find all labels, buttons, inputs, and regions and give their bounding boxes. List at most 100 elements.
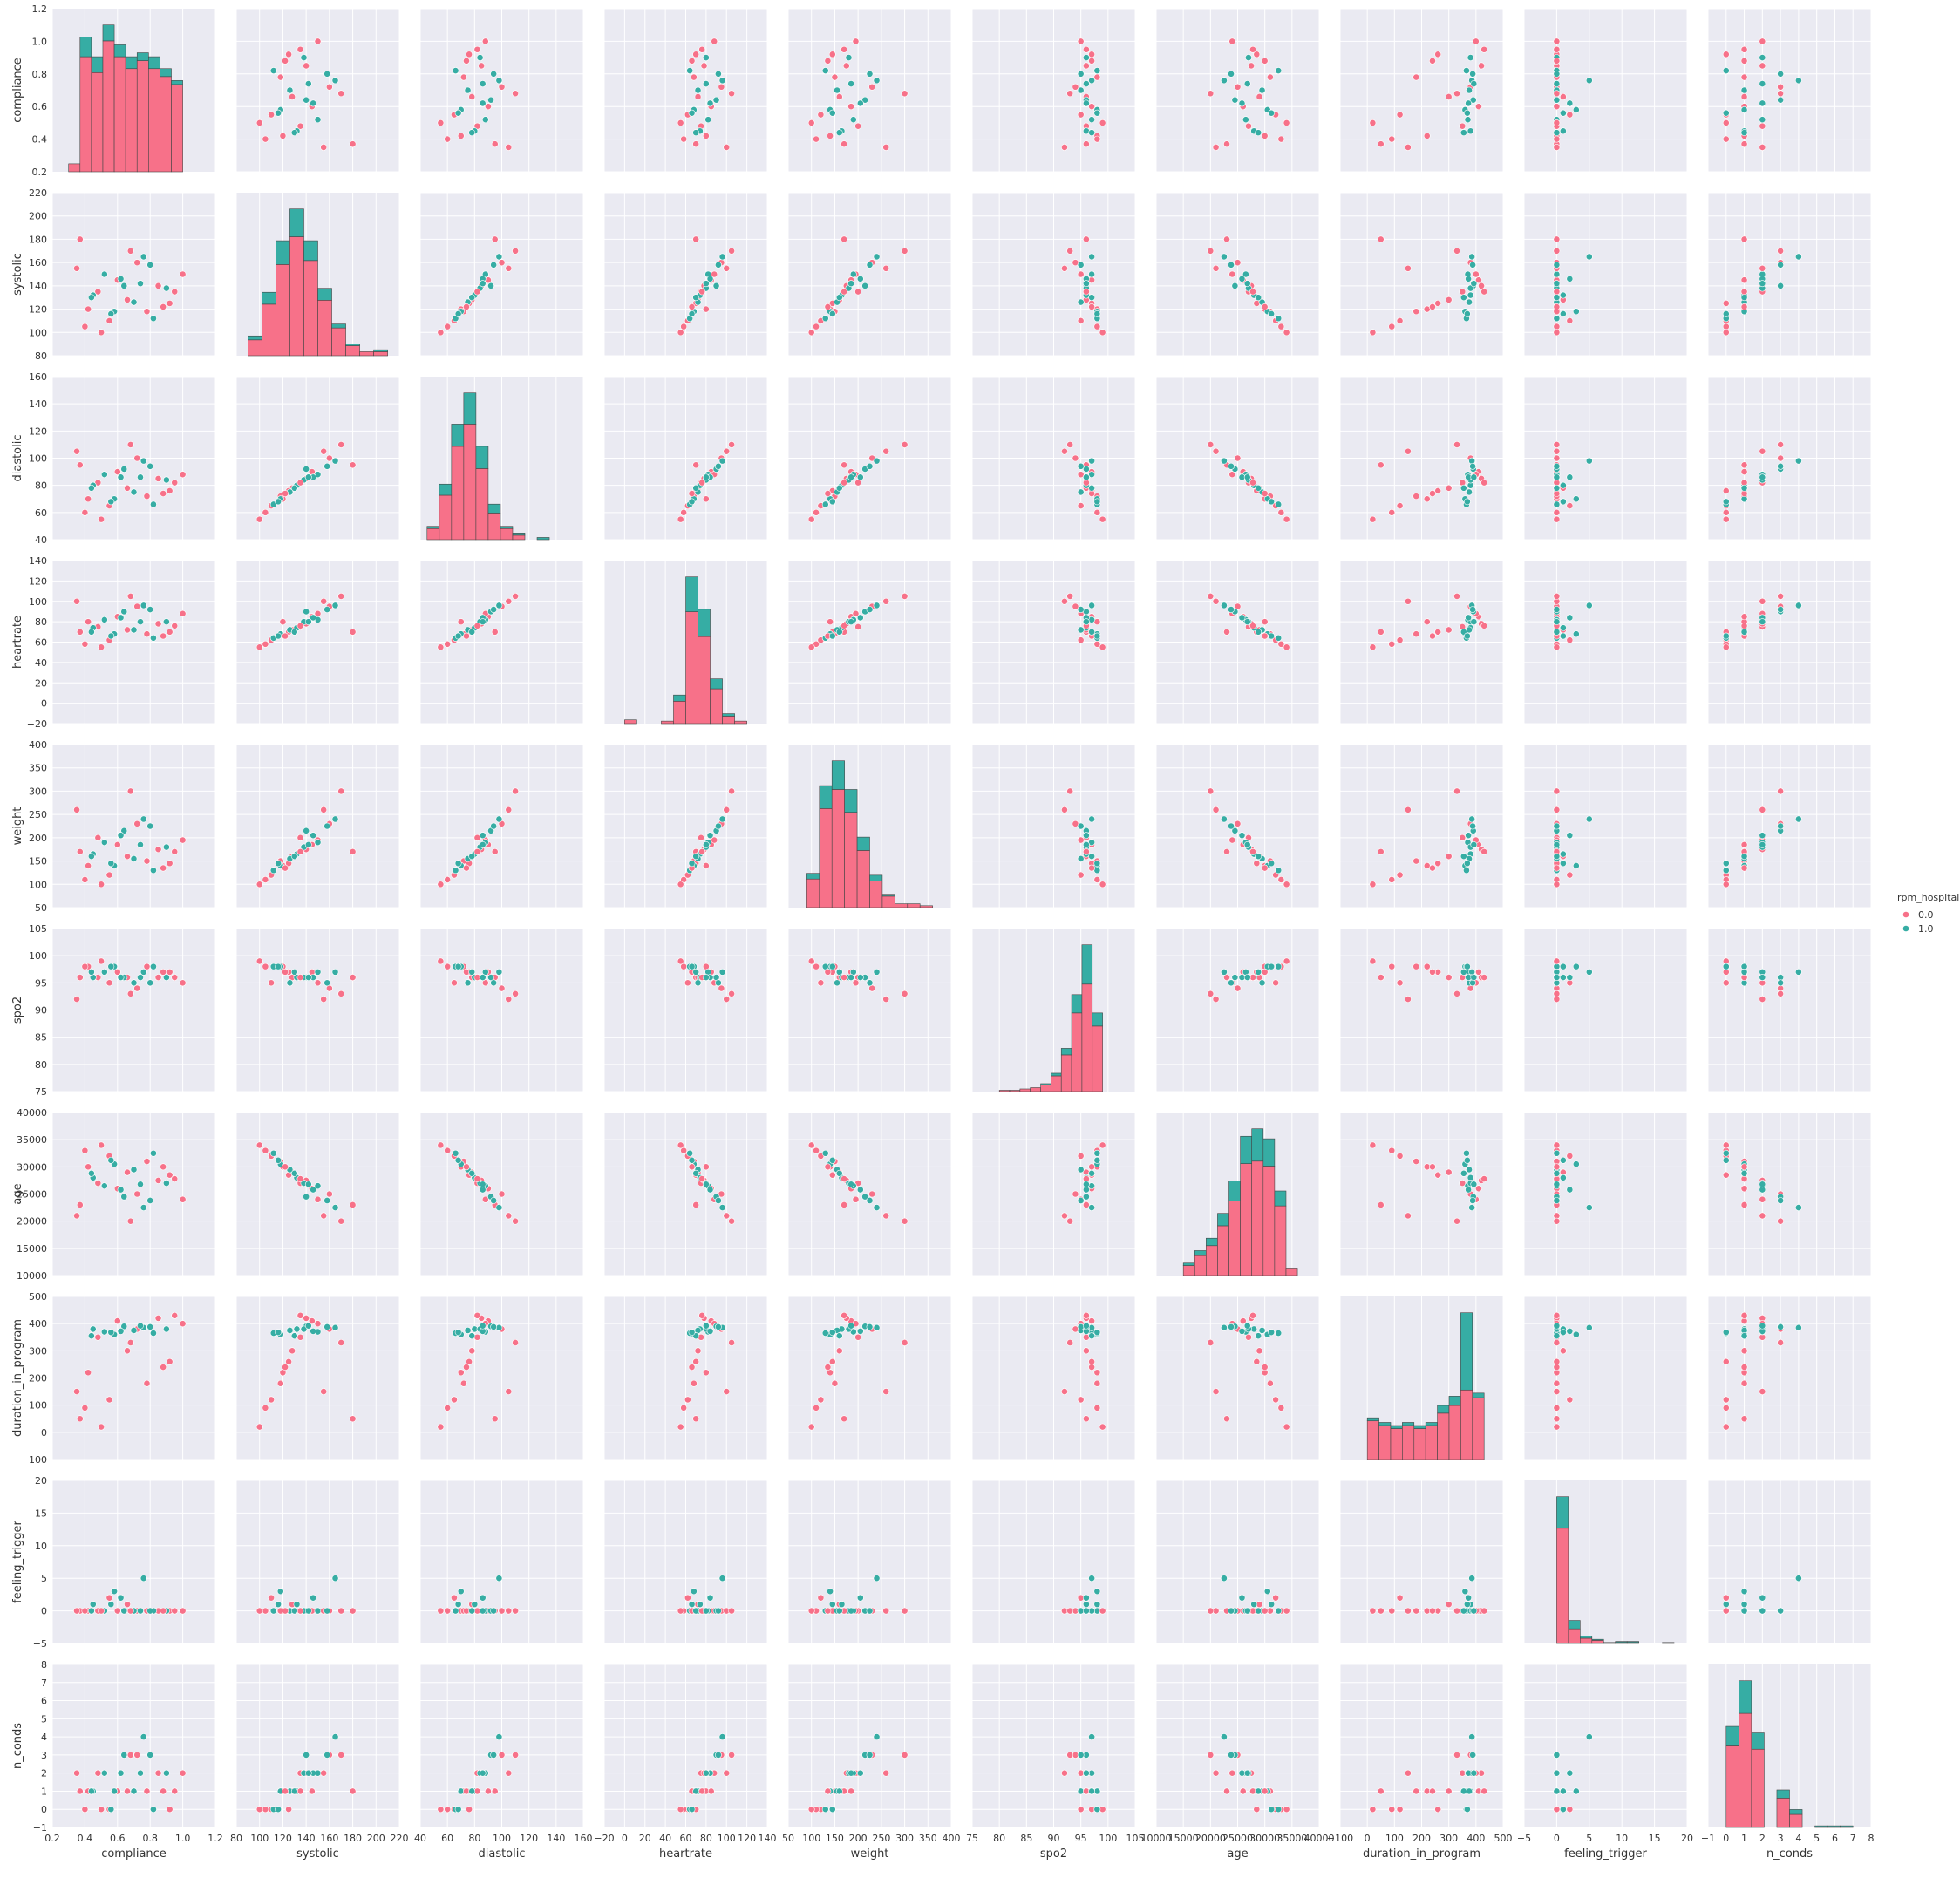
scatter-point bbox=[282, 1607, 289, 1615]
histogram-bar-class0 bbox=[869, 881, 883, 908]
scatter-point bbox=[1077, 636, 1085, 644]
scatter-point bbox=[150, 315, 157, 323]
scatter-point bbox=[320, 1769, 328, 1777]
y-tick-label: 200 bbox=[29, 211, 47, 222]
scatter-point bbox=[290, 1169, 298, 1177]
scatter-point bbox=[337, 1217, 345, 1225]
scatter-point bbox=[300, 54, 308, 61]
scatter-point bbox=[262, 876, 269, 883]
scatter-point bbox=[100, 1769, 108, 1777]
scatter-point bbox=[296, 1175, 304, 1182]
y-tick-label: 85 bbox=[35, 1032, 47, 1044]
scatter-point bbox=[1405, 447, 1412, 455]
scatter-point bbox=[1585, 1733, 1593, 1741]
scatter-point bbox=[1722, 1423, 1730, 1431]
scatter-point bbox=[692, 484, 700, 492]
scatter-point bbox=[702, 305, 710, 313]
scatter-point bbox=[828, 632, 836, 640]
scatter-point bbox=[692, 461, 700, 469]
scatter-point bbox=[1469, 462, 1476, 470]
scatter-point bbox=[495, 602, 503, 609]
scatter-point bbox=[296, 1311, 304, 1319]
scatter-point bbox=[310, 1594, 317, 1602]
scatter-point bbox=[286, 979, 294, 987]
scatter-point bbox=[873, 1204, 881, 1211]
scatter-point bbox=[85, 495, 92, 503]
x-axis-label: n_conds bbox=[1766, 1847, 1813, 1861]
scatter-point bbox=[1553, 323, 1561, 330]
y-tick-label: 0 bbox=[41, 1606, 47, 1617]
scatter-point bbox=[1083, 1181, 1090, 1188]
scatter-point bbox=[1083, 1601, 1090, 1609]
scatter-point bbox=[1553, 1415, 1561, 1423]
scatter-point bbox=[140, 253, 147, 261]
scatter-point bbox=[1099, 643, 1106, 651]
scatter-point bbox=[901, 990, 909, 997]
scatter-point bbox=[817, 1594, 825, 1602]
scatter-point bbox=[1453, 247, 1460, 255]
scatter-point bbox=[1231, 974, 1239, 981]
y-axis-label: diastolic bbox=[11, 434, 24, 481]
scatter-point bbox=[1480, 1175, 1488, 1182]
scatter-point bbox=[512, 1607, 519, 1615]
scatter-point bbox=[437, 329, 445, 337]
scatter-point bbox=[840, 1415, 848, 1423]
scatter-point bbox=[98, 1607, 105, 1615]
scatter-point bbox=[1277, 323, 1285, 330]
scatter-point bbox=[1077, 462, 1085, 470]
scatter-point bbox=[1777, 441, 1785, 448]
scatter-point bbox=[1463, 1156, 1471, 1164]
scatter-point bbox=[1077, 471, 1085, 479]
scatter-point bbox=[677, 1806, 684, 1813]
scatter-point bbox=[166, 487, 174, 494]
scatter-point bbox=[1465, 99, 1473, 107]
scatter-point bbox=[100, 1182, 108, 1190]
scatter-point bbox=[1472, 270, 1480, 278]
scatter-point bbox=[688, 1601, 696, 1609]
scatter-point bbox=[847, 473, 855, 481]
panel-background bbox=[52, 1480, 215, 1643]
histogram-bar-class0 bbox=[1390, 1428, 1403, 1460]
scatter-point bbox=[677, 119, 684, 126]
y-axis-label: age bbox=[11, 1183, 24, 1204]
scatter-point bbox=[320, 996, 328, 1003]
scatter-point bbox=[694, 93, 702, 100]
legend-title: rpm_hospitalized bbox=[1897, 892, 1960, 903]
scatter-point bbox=[105, 317, 113, 324]
scatter-point bbox=[282, 1787, 289, 1795]
x-tick-label: 25000 bbox=[1222, 1833, 1253, 1844]
scatter-point bbox=[73, 1607, 80, 1615]
scatter-point bbox=[120, 827, 128, 834]
y-axis-label: systolic bbox=[11, 253, 24, 296]
scatter-point bbox=[1072, 454, 1079, 462]
histogram-bar-class0 bbox=[919, 905, 933, 908]
scatter-point bbox=[1553, 129, 1561, 137]
scatter-point bbox=[1759, 974, 1766, 981]
scatter-point bbox=[1466, 298, 1473, 306]
scatter-point bbox=[1221, 602, 1228, 609]
scatter-point bbox=[824, 968, 832, 976]
scatter-point bbox=[1088, 1169, 1096, 1177]
y-tick-label: 100 bbox=[29, 327, 47, 338]
scatter-point bbox=[1429, 1607, 1436, 1615]
scatter-point bbox=[512, 1751, 519, 1759]
scatter-point bbox=[303, 62, 310, 70]
histogram-bar-class1 bbox=[806, 873, 820, 880]
scatter-point bbox=[490, 1751, 498, 1759]
scatter-point bbox=[107, 1601, 115, 1609]
histogram-bar-class0 bbox=[1030, 1087, 1041, 1092]
scatter-point bbox=[1243, 974, 1251, 981]
scatter-point bbox=[314, 1320, 322, 1328]
scatter-point bbox=[512, 90, 519, 98]
scatter-point bbox=[1243, 1322, 1251, 1330]
scatter-point bbox=[296, 974, 304, 981]
scatter-point bbox=[143, 630, 151, 638]
scatter-point bbox=[1470, 1181, 1478, 1188]
scatter-point bbox=[698, 1175, 706, 1182]
scatter-point bbox=[1212, 447, 1220, 455]
scatter-point bbox=[454, 632, 462, 640]
scatter-point bbox=[452, 1149, 459, 1157]
scatter-point bbox=[677, 515, 684, 523]
scatter-point bbox=[1429, 1787, 1436, 1795]
histogram-bar-class0 bbox=[102, 40, 115, 173]
